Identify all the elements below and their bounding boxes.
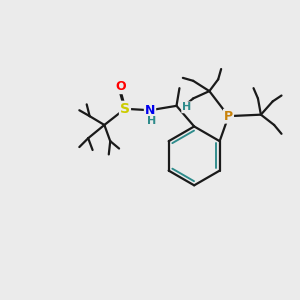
Text: H: H [182, 102, 191, 112]
Text: P: P [224, 110, 233, 123]
Text: N: N [145, 104, 155, 117]
Text: H: H [147, 116, 156, 126]
Text: O: O [115, 80, 126, 93]
Text: S: S [120, 102, 130, 116]
